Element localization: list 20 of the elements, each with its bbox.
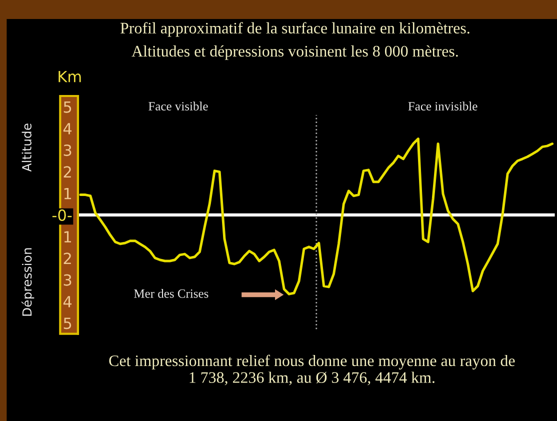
y-tick-label: 3 [64,274,72,286]
y-tick-label: 2 [64,252,71,264]
y-tick-label: 5 [64,318,72,330]
y-tick-label: 3 [64,144,72,156]
annotation: Face invisible [408,102,478,110]
y-tick-label: 2 [64,166,71,178]
annotation: Mer des Crises [134,289,208,298]
text: Cet impressionnant relief nous donne une moyenne au rayon de 1 738, 2236 km, au Ø 3 476, 4474 km. [109,354,515,386]
y-tick-label: 1 [64,188,72,200]
y-tick-label: 4 [63,296,72,308]
y-axis-title: Altitude [22,124,32,172]
y-tick-label: 5 [64,101,72,113]
y-tick-label: 4 [63,123,72,134]
text: Dépression [22,248,34,316]
text: Km [58,70,81,82]
chart-subtitle: Altitudes et dépressions voisinent les 8 000 mètres. [132,45,458,60]
y-tick-label: -0- [52,209,72,221]
annotation: Face visible [148,102,208,110]
chart-title: Profil approximatif de la surface lunaire en kilomètres. [120,22,470,37]
y-tick-label: 1 [64,231,72,242]
